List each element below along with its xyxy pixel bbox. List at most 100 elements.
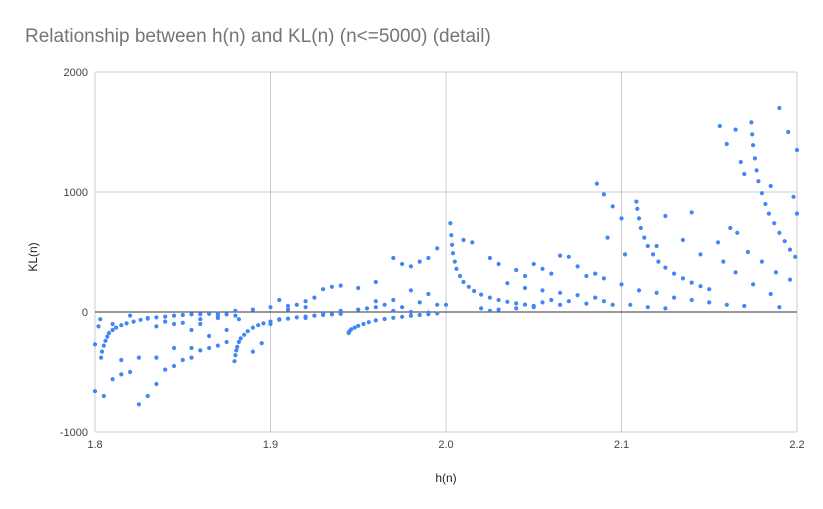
data-point bbox=[366, 320, 371, 325]
data-point bbox=[101, 393, 106, 399]
data-point bbox=[338, 311, 343, 316]
data-point bbox=[634, 199, 639, 204]
data-point bbox=[98, 317, 103, 322]
data-point bbox=[361, 321, 366, 327]
data-point bbox=[448, 221, 453, 226]
data-point bbox=[268, 305, 273, 310]
y-tick-label: -1000 bbox=[60, 427, 88, 439]
data-point bbox=[96, 324, 101, 329]
data-point bbox=[417, 300, 422, 305]
data-point bbox=[259, 341, 264, 346]
data-point bbox=[601, 192, 607, 197]
data-point bbox=[400, 314, 405, 319]
data-point bbox=[514, 306, 519, 311]
data-point bbox=[540, 300, 545, 305]
data-point bbox=[131, 319, 136, 324]
data-point bbox=[364, 306, 370, 311]
data-point bbox=[400, 305, 405, 310]
data-point bbox=[558, 302, 563, 307]
data-point bbox=[303, 299, 308, 304]
data-point bbox=[793, 254, 798, 259]
data-point bbox=[435, 246, 440, 251]
x-tick-label: 1.9 bbox=[263, 439, 278, 451]
data-point bbox=[92, 342, 98, 347]
data-point bbox=[645, 305, 650, 310]
data-point bbox=[749, 120, 754, 125]
data-point bbox=[522, 302, 528, 307]
data-point bbox=[285, 316, 291, 321]
data-point bbox=[391, 308, 396, 313]
data-points bbox=[92, 105, 800, 407]
data-point bbox=[672, 271, 677, 276]
data-point bbox=[382, 302, 387, 307]
data-point bbox=[454, 266, 459, 271]
data-point bbox=[505, 281, 510, 286]
data-point bbox=[236, 339, 241, 345]
data-point bbox=[321, 311, 326, 316]
data-point bbox=[635, 206, 640, 211]
data-point bbox=[426, 291, 431, 297]
data-point bbox=[745, 249, 751, 255]
data-point bbox=[285, 307, 291, 312]
data-point bbox=[558, 253, 563, 258]
data-point bbox=[782, 239, 787, 244]
data-point bbox=[651, 252, 656, 257]
data-point bbox=[417, 259, 422, 264]
data-point bbox=[119, 323, 124, 328]
data-point bbox=[329, 284, 334, 289]
data-point bbox=[145, 393, 150, 399]
data-point bbox=[391, 315, 396, 320]
data-point bbox=[638, 225, 643, 231]
data-point bbox=[303, 305, 308, 310]
data-point bbox=[198, 312, 203, 317]
data-point bbox=[766, 211, 772, 216]
tick-labels: 1.8 1.9 2.0 2.1 2.2 2000 1000 0 -1000 bbox=[60, 67, 805, 451]
y-tick-label: 1000 bbox=[64, 187, 88, 199]
data-point bbox=[601, 299, 607, 304]
data-point bbox=[540, 266, 545, 271]
data-point bbox=[496, 307, 501, 312]
data-point bbox=[110, 377, 115, 382]
data-point bbox=[426, 255, 431, 261]
data-point bbox=[180, 312, 185, 318]
data-point bbox=[479, 292, 484, 297]
data-point bbox=[154, 324, 159, 329]
y-tick-label: 2000 bbox=[64, 67, 88, 79]
data-point bbox=[698, 284, 703, 289]
data-point bbox=[733, 270, 738, 275]
data-point bbox=[663, 306, 668, 311]
data-point bbox=[312, 295, 317, 300]
data-point bbox=[593, 271, 598, 276]
data-point bbox=[101, 343, 106, 348]
data-point bbox=[763, 201, 768, 207]
data-point bbox=[99, 349, 105, 354]
data-point bbox=[680, 237, 686, 243]
data-point bbox=[242, 332, 247, 337]
data-point bbox=[373, 318, 378, 323]
data-point bbox=[391, 255, 396, 261]
data-point bbox=[236, 317, 241, 322]
data-point bbox=[119, 372, 124, 377]
data-point bbox=[224, 327, 229, 333]
data-point bbox=[738, 159, 743, 165]
data-point bbox=[487, 308, 492, 313]
data-point bbox=[408, 264, 413, 269]
data-point bbox=[303, 315, 308, 321]
data-point bbox=[234, 348, 239, 353]
data-point bbox=[759, 191, 765, 196]
data-point bbox=[235, 344, 240, 349]
data-point bbox=[106, 330, 112, 336]
data-point bbox=[575, 293, 580, 298]
data-point bbox=[728, 225, 733, 231]
data-point bbox=[119, 357, 124, 363]
x-axis-title: h(n) bbox=[435, 471, 456, 485]
data-point bbox=[450, 251, 456, 256]
data-point bbox=[224, 312, 229, 317]
data-point bbox=[163, 367, 168, 372]
data-point bbox=[233, 353, 238, 358]
data-point bbox=[198, 321, 203, 327]
data-point bbox=[707, 300, 712, 305]
data-point bbox=[189, 312, 194, 317]
data-point bbox=[417, 312, 422, 318]
gridlines bbox=[94, 71, 798, 433]
